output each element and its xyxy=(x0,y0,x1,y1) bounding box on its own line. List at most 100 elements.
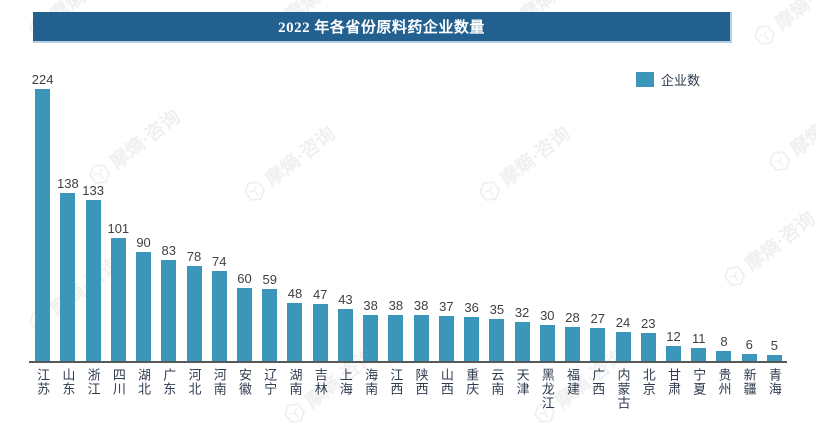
bar xyxy=(691,347,707,361)
x-axis-label-cell: 北京 xyxy=(636,368,661,410)
bar xyxy=(312,303,328,361)
x-axis-label: 黑龙江 xyxy=(539,368,555,410)
bar-value-label: 5 xyxy=(770,337,779,353)
x-axis-label: 福建 xyxy=(565,368,581,396)
bar xyxy=(236,288,252,361)
bar xyxy=(565,327,581,361)
bar-column: 8 xyxy=(711,334,736,361)
x-axis-label: 吉林 xyxy=(312,368,328,396)
bar-value-label: 101 xyxy=(107,221,130,237)
bar xyxy=(514,322,530,361)
x-axis-label: 河南 xyxy=(211,368,227,396)
bar-column: 38 xyxy=(383,298,408,361)
bar-value-label: 12 xyxy=(666,329,681,345)
x-axis-label: 甘肃 xyxy=(665,368,681,396)
bar-column: 133 xyxy=(80,182,105,361)
bar xyxy=(85,199,101,361)
bar xyxy=(640,333,656,361)
x-axis-label: 海南 xyxy=(363,368,379,396)
x-axis-label: 山西 xyxy=(438,368,454,396)
bar-value-label: 35 xyxy=(489,301,505,317)
bar xyxy=(464,317,480,361)
bar-value-label: 38 xyxy=(413,297,429,313)
x-axis-label: 云南 xyxy=(489,368,505,396)
bar-column: 38 xyxy=(358,298,383,361)
bar xyxy=(60,193,76,361)
bar xyxy=(161,260,177,361)
x-axis-label: 广东 xyxy=(161,368,177,396)
x-axis-label-cell: 重庆 xyxy=(459,368,484,410)
x-axis-label-cell: 陕西 xyxy=(409,368,434,410)
x-axis-label: 湖南 xyxy=(287,368,303,396)
chart-title: 2022 年各省份原料药企业数量 xyxy=(278,20,485,36)
watermark-text: 摩熵·咨询 xyxy=(786,93,816,161)
bar xyxy=(110,238,126,361)
x-axis-label-cell: 福建 xyxy=(560,368,585,410)
x-axis-label: 贵州 xyxy=(716,368,732,396)
bar xyxy=(615,331,631,361)
x-axis-label: 山东 xyxy=(60,368,76,396)
x-axis-label-cell: 云南 xyxy=(484,368,509,410)
x-axis-label-cell: 吉林 xyxy=(308,368,333,410)
x-axis-label: 上海 xyxy=(337,368,353,396)
x-axis-label-cell: 湖南 xyxy=(282,368,307,410)
bar-column: 43 xyxy=(333,292,358,361)
bar-column: 59 xyxy=(257,272,282,361)
x-axis-label-cell: 甘肃 xyxy=(661,368,686,410)
x-axis-label-cell: 四川 xyxy=(106,368,131,410)
bar-value-label: 83 xyxy=(161,243,177,259)
legend: 企业数 xyxy=(636,70,700,89)
bar-column: 35 xyxy=(484,301,509,361)
bar-column: 24 xyxy=(610,315,635,361)
x-axis-label-cell: 天津 xyxy=(509,368,534,410)
x-axis-label: 河北 xyxy=(186,368,202,396)
bar-column: 12 xyxy=(661,329,686,361)
bar xyxy=(35,89,51,361)
bar-column: 36 xyxy=(459,300,484,361)
legend-label: 企业数 xyxy=(661,73,701,88)
x-axis-label-cell: 海南 xyxy=(358,368,383,410)
bar-value-label: 30 xyxy=(540,307,555,323)
bar-column: 28 xyxy=(560,310,585,361)
x-axis-label: 重庆 xyxy=(464,368,480,396)
bar-column: 83 xyxy=(156,243,181,361)
watermark: 摩熵·咨询 xyxy=(748,0,816,51)
x-axis-label: 内蒙古 xyxy=(615,368,631,410)
bar-column: 27 xyxy=(585,311,610,361)
x-axis-label: 江苏 xyxy=(35,368,51,396)
bar-value-label: 74 xyxy=(212,254,227,270)
bar xyxy=(136,251,152,361)
bar-column: 47 xyxy=(308,287,333,361)
bar-value-label: 43 xyxy=(338,291,353,307)
x-axis-label-cell: 浙江 xyxy=(80,368,105,410)
bar-value-label: 38 xyxy=(363,297,378,313)
bar xyxy=(489,318,505,361)
bar-value-label: 6 xyxy=(745,336,753,352)
bar-column: 74 xyxy=(207,254,232,361)
x-axis-label: 浙江 xyxy=(85,368,101,396)
bar-value-label: 90 xyxy=(136,234,151,250)
bar-column: 138 xyxy=(55,176,80,361)
x-axis-label: 宁夏 xyxy=(691,368,707,396)
x-axis-label-cell: 安徽 xyxy=(232,368,257,410)
x-axis-labels: 江苏 山东 浙江 四川 湖北 广东 河北 河南 安徽 辽宁 湖南 吉林 上海 海南 江西 陕西 山西 重庆 云南 天津… xyxy=(30,368,787,410)
x-axis-label-cell: 新疆 xyxy=(737,368,762,410)
bar-column: 90 xyxy=(131,235,156,361)
x-axis-label: 青海 xyxy=(766,368,782,396)
bar xyxy=(665,346,681,361)
x-axis-label-cell: 山西 xyxy=(434,368,459,410)
bar-column: 6 xyxy=(737,337,762,361)
x-axis-label-cell: 江西 xyxy=(383,368,408,410)
legend-swatch xyxy=(636,72,654,87)
x-axis-label-cell: 山东 xyxy=(55,368,80,410)
plot-area: 224 138 133 101 90 83 78 74 60 59 48 47 43 38 38 38 37 36… xyxy=(30,60,787,361)
chart-title-bar: 2022 年各省份原料药企业数量 xyxy=(33,12,732,43)
x-axis-label: 四川 xyxy=(110,368,126,396)
x-axis-label: 天津 xyxy=(514,368,530,396)
bar xyxy=(337,308,353,361)
bar xyxy=(438,316,454,361)
bar-value-label: 78 xyxy=(186,249,202,265)
bar-value-label: 133 xyxy=(82,182,104,198)
x-axis-label: 北京 xyxy=(640,368,656,396)
